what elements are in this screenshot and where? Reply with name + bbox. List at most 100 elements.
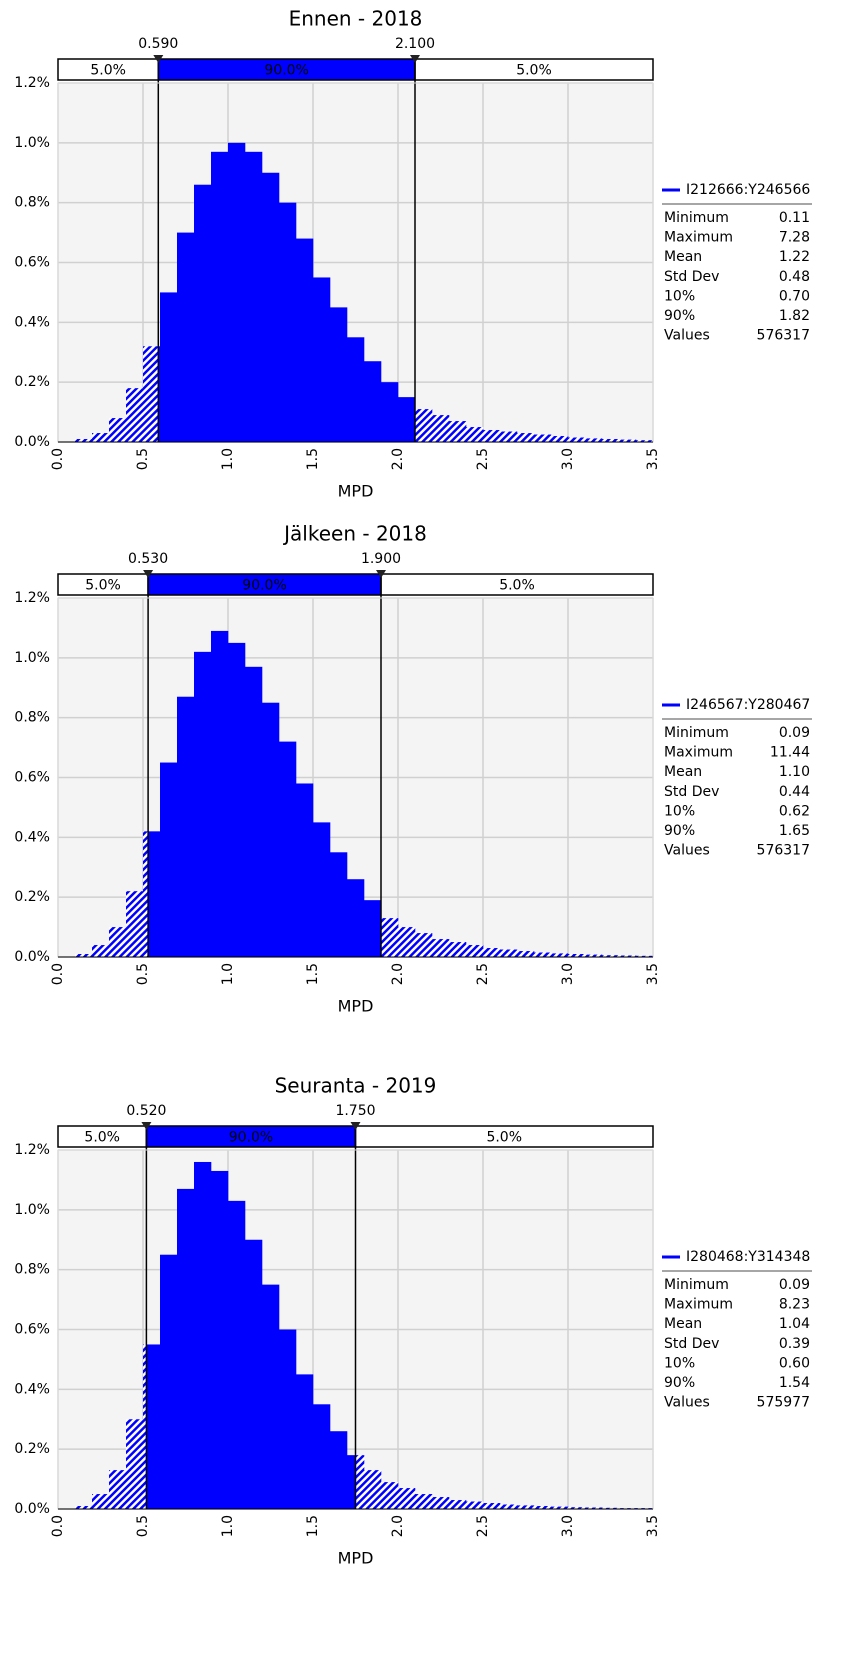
bar [177,1188,195,1509]
stat-label: Minimum [664,725,729,741]
bar [177,232,195,442]
y-tick-label: 0.6% [14,255,50,271]
stat-value: 575977 [757,1395,810,1411]
stat-label: 10% [664,1355,695,1371]
bar [398,927,416,957]
stat-value: 1.04 [779,1316,810,1332]
x-tick-label: 3.0 [560,1515,576,1537]
bar [143,346,159,442]
band-label: 5.0% [516,63,552,79]
stat-value: 0.48 [779,269,810,285]
bar [483,430,501,442]
x-tick-label: 1.0 [220,1515,236,1537]
x-tick-label: 3.0 [560,963,576,985]
x-tick-label: 2.0 [390,1515,406,1537]
bar [619,955,637,957]
bar [296,783,314,957]
stat-label: Std Dev [664,784,719,800]
bar [551,1506,569,1509]
marker-label: 1.750 [335,1103,375,1119]
stat-value: 0.09 [779,725,810,741]
x-tick-label: 3.5 [645,963,661,985]
bar [228,1200,246,1509]
bar [75,954,93,957]
bar [211,151,229,442]
y-tick-label: 1.2% [14,1142,50,1158]
stat-label: Minimum [664,210,729,226]
bar [126,388,144,442]
bar [381,918,399,957]
stat-value: 1.65 [779,823,810,839]
x-tick-label: 0.5 [135,963,151,985]
bar [415,933,433,957]
y-tick-label: 0.0% [14,949,50,965]
bar [466,427,484,442]
bar [245,666,263,957]
stat-label: Mean [664,249,702,265]
band-label: 5.0% [486,1130,522,1146]
bar [381,382,399,442]
bar [177,696,195,957]
bar [534,434,552,442]
bar [619,439,637,442]
y-tick-label: 0.8% [14,1262,50,1278]
y-tick-label: 0.8% [14,710,50,726]
x-tick-label: 2.5 [475,963,491,985]
stat-label: 10% [664,288,695,304]
bar [500,431,518,442]
legend-label: I280468:Y314348 [686,1249,810,1265]
bar [364,361,382,442]
bar [160,292,178,442]
bar [109,927,127,957]
marker-label: 0.590 [138,36,178,52]
legend-label: I212666:Y246566 [686,182,810,198]
y-tick-label: 1.0% [14,1202,50,1218]
bar [355,1455,365,1509]
stat-label: 90% [664,308,695,324]
bar [126,891,144,957]
y-tick-label: 0.2% [14,889,50,905]
bar [500,1504,518,1509]
bar [262,1284,280,1509]
bar [330,852,348,957]
bar [146,1344,161,1509]
bar [347,879,365,957]
bar [160,1254,178,1509]
bar [551,436,569,442]
y-tick-label: 1.0% [14,135,50,151]
bar [228,142,246,443]
stat-value: 11.44 [770,745,810,761]
legend-label: I246567:Y280467 [686,697,810,713]
stat-value: 0.44 [779,784,810,800]
bar [92,945,110,957]
bar [330,307,348,442]
y-tick-label: 0.4% [14,1381,50,1397]
bar [262,172,280,442]
bar [143,1344,147,1509]
bar [211,1170,229,1509]
bar [449,942,467,957]
x-tick-label: 2.0 [390,963,406,985]
bar [636,955,654,957]
bar [534,1506,552,1509]
stat-value: 0.11 [779,210,810,226]
stat-label: Mean [664,764,702,780]
bar [364,900,382,957]
bar [92,433,110,442]
y-tick-label: 0.6% [14,1322,50,1338]
x-tick-label: 1.5 [305,963,321,985]
x-tick-label: 0.5 [135,1515,151,1537]
bar [517,1505,535,1509]
stat-label: Minimum [664,1277,729,1293]
stat-value: 0.70 [779,288,810,304]
marker-label: 1.900 [361,551,401,567]
bar [75,439,93,442]
bar [585,438,603,442]
bar [194,1161,212,1509]
bar [432,1497,450,1509]
stat-value: 0.39 [779,1336,810,1352]
stat-label: 10% [664,803,695,819]
marker-label: 2.100 [395,36,435,52]
bar [483,1503,501,1509]
